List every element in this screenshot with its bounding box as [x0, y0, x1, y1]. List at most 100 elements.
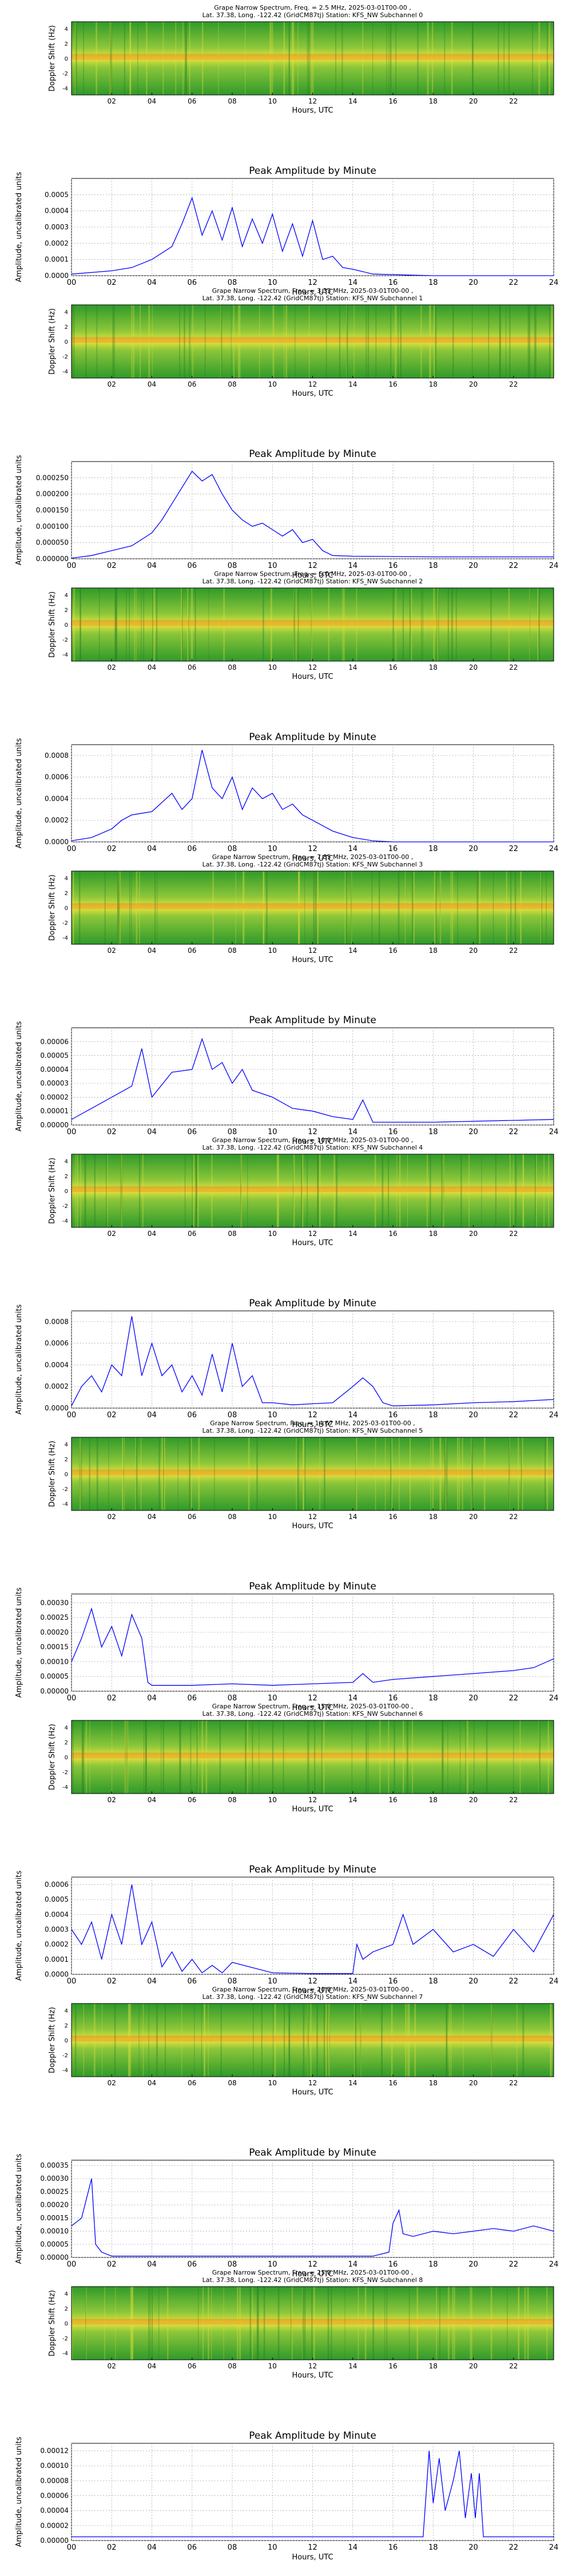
- x-tick-label: 12: [308, 279, 317, 287]
- spectrogram-subtitle: Lat. 37.38, Long. -122.42 (GridCM87tj) S…: [202, 295, 423, 302]
- spectrogram-xtick-label: 14: [348, 947, 357, 955]
- spectrogram-streak: [400, 305, 402, 378]
- spectrogram-streak: [211, 1154, 213, 1227]
- line-chart: Peak Amplitude by Minute 00 02 04 06 08 10 12 14…: [15, 448, 558, 580]
- spectrogram-streak: [247, 1720, 248, 1794]
- spectrogram-title: Grape Narrow Spectrum, Freq. = 5.0 MHz, …: [214, 570, 411, 578]
- spectrogram-streak: [240, 1154, 241, 1227]
- spectrogram-streak: [283, 22, 285, 95]
- spectrogram-streak: [446, 2003, 448, 2077]
- spectrogram-streak: [136, 871, 138, 944]
- y-tick-label: 0.0004: [45, 794, 69, 802]
- spectrogram-streak: [372, 22, 374, 95]
- spectrogram-streak: [187, 588, 189, 661]
- y-axis-label: Amplitude, uncalibrated units: [15, 455, 23, 565]
- spectrogram-streak: [126, 1720, 128, 1794]
- spectrogram-streak: [243, 871, 244, 944]
- spectrogram-streak: [162, 1720, 164, 1794]
- spectrogram-streak: [312, 22, 314, 95]
- spectrogram-streak: [135, 1437, 136, 1510]
- spectrogram-title: Grape Narrow Spectrum, Freq. = 10.0 MHz,…: [212, 1136, 414, 1144]
- spectrogram-xtick-label: 06: [188, 380, 196, 388]
- spectrogram-streak: [208, 2287, 209, 2360]
- spectrogram-xtick-label: 16: [388, 2079, 397, 2087]
- x-tick-label: 18: [428, 1411, 438, 1420]
- y-tick-label: 0.00035: [40, 2161, 69, 2169]
- y-tick-label: 0.0003: [45, 223, 69, 231]
- spectrogram-streak: [243, 871, 245, 944]
- spectrogram-streak: [253, 2003, 254, 2077]
- spectrogram-streak: [411, 588, 412, 661]
- spectrogram-xtick-label: 08: [228, 947, 236, 955]
- spectrogram-streak: [129, 2003, 132, 2077]
- spectrogram-ytick-label: -4: [62, 1784, 68, 1791]
- spectrogram-streak: [434, 871, 436, 944]
- amplitude-series-line: [71, 1607, 554, 1686]
- y-tick-label: 0.0001: [45, 256, 69, 264]
- spectrogram-streak: [270, 22, 272, 95]
- spectrogram-streak: [79, 1437, 81, 1510]
- spectrogram-streak: [131, 305, 133, 378]
- spectrogram-streak: [351, 871, 352, 944]
- spectrogram-streak: [202, 2287, 204, 2360]
- spectrogram-streak: [125, 1720, 127, 1794]
- spectrogram-xtick-label: 16: [388, 380, 397, 388]
- spectrogram-streak: [468, 1154, 470, 1227]
- y-tick-label: 0.0000: [45, 838, 69, 846]
- spectrogram-xtick-label: 10: [268, 2362, 277, 2370]
- spectrogram-streak: [374, 1154, 376, 1227]
- spectrogram-streak: [394, 1720, 395, 1794]
- spectrogram-streak: [257, 2287, 259, 2360]
- spectrogram-streak: [293, 588, 295, 661]
- spectrogram-streak: [145, 1720, 147, 1794]
- spectrogram-streak: [158, 1437, 160, 1510]
- spectrogram-streak: [293, 588, 295, 661]
- spectrogram-streak: [440, 1437, 442, 1510]
- x-tick-label: 04: [147, 2260, 157, 2269]
- spectrogram-streak: [161, 1437, 163, 1510]
- spectrogram-ylabel: Doppler Shift (Hz): [48, 2007, 57, 2073]
- chart-title: Peak Amplitude by Minute: [249, 1581, 376, 1592]
- spectrogram-streak: [513, 1154, 514, 1227]
- x-tick-label: 22: [509, 562, 518, 570]
- spectrogram-streak: [122, 1437, 124, 1510]
- spectrogram-streak: [301, 1154, 304, 1227]
- spectrogram-streak: [298, 871, 300, 944]
- spectrogram-xtick-label: 02: [108, 2079, 116, 2087]
- spectrogram-streak: [439, 871, 441, 944]
- chart-title: Peak Amplitude by Minute: [249, 1015, 376, 1026]
- spectrogram-streak: [152, 305, 153, 378]
- spectrogram-streak: [391, 1437, 393, 1510]
- x-tick-label: 16: [388, 1694, 398, 1703]
- spectrogram-ytick-label: 0: [65, 56, 68, 62]
- spectrogram-streak: [204, 2003, 206, 2077]
- x-tick-label: 18: [428, 1694, 438, 1703]
- x-tick-label: 02: [107, 562, 117, 570]
- spectrogram-streak: [295, 588, 297, 661]
- spectrogram-image: [72, 871, 554, 944]
- spectrogram-xtick-label: 06: [188, 663, 196, 671]
- spectrogram-streak: [114, 305, 115, 378]
- spectrogram-xtick-label: 10: [268, 663, 277, 671]
- spectrogram-streak: [371, 871, 373, 944]
- spectrogram-streak: [390, 305, 392, 378]
- spectrogram-xtick-label: 20: [469, 1230, 478, 1238]
- chart-title: Peak Amplitude by Minute: [249, 448, 376, 460]
- spectrogram-streak: [304, 871, 305, 944]
- spectrogram-xtick-label: 14: [348, 1513, 357, 1521]
- spectrogram-title: Grape Narrow Spectrum, Freq. = 20.0 MHz,…: [212, 1986, 414, 1993]
- spectrogram-streak: [96, 22, 98, 95]
- spectrogram-streak: [134, 588, 136, 661]
- spectrogram-xtick-label: 14: [348, 1230, 357, 1238]
- spectrogram-streak: [136, 1437, 138, 1510]
- line-chart: Peak Amplitude by Minute 00 02 04 06 08 10 12 14…: [15, 1298, 558, 1429]
- spectrogram-streak: [271, 588, 272, 661]
- spectrogram-streak: [114, 588, 116, 661]
- spectrogram-streak: [128, 2003, 130, 2077]
- spectrogram-streak: [490, 2287, 492, 2360]
- spectrogram-ytick-label: 4: [65, 2291, 68, 2297]
- spectrogram-streak: [220, 2003, 222, 2077]
- spectrogram-streak: [392, 588, 394, 661]
- spectrogram-xtick-label: 22: [509, 1796, 518, 1804]
- spectrogram-streak: [80, 1154, 81, 1227]
